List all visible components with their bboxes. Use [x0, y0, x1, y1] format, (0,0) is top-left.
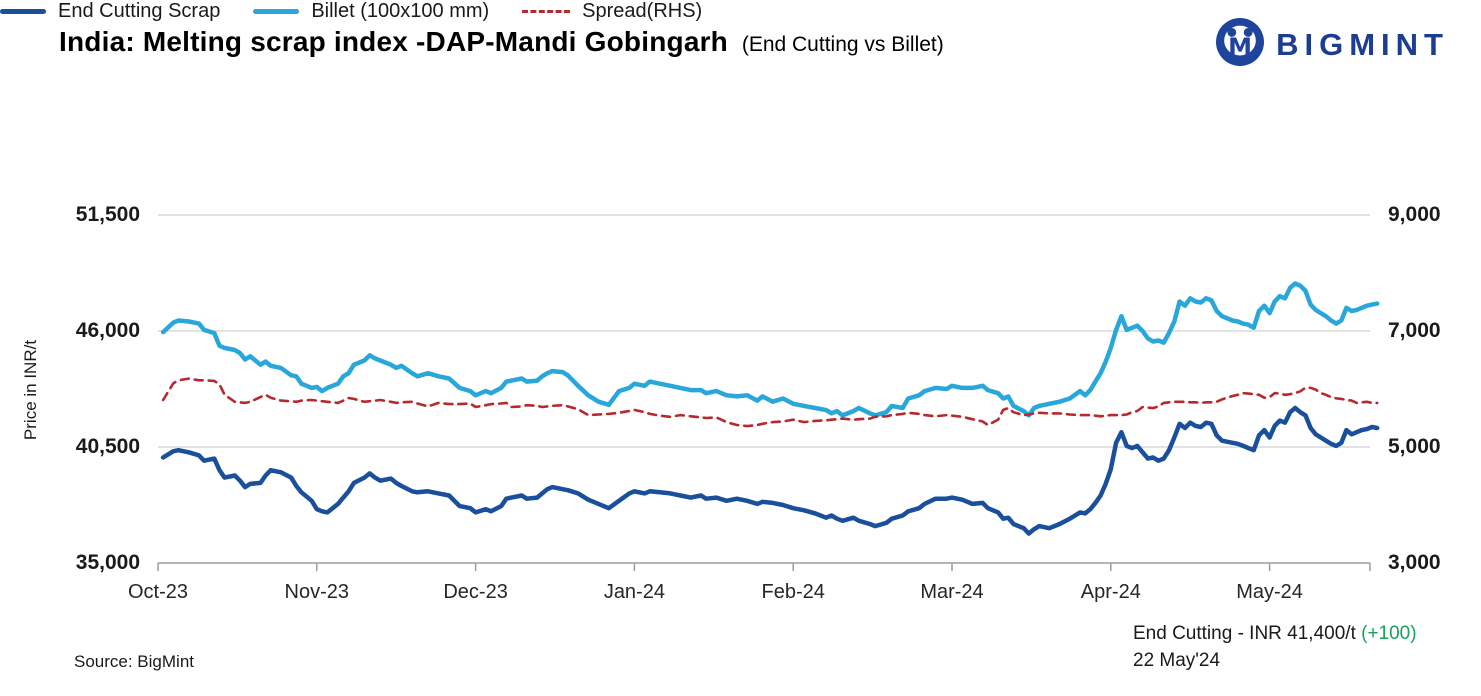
source-note: Source: BigMint: [74, 652, 194, 671]
latest-price-annotation: End Cutting - INR 41,400/t (+100) 22 May…: [1133, 620, 1417, 674]
legend-label: Billet (100x100 mm): [311, 0, 490, 22]
legend-label: End Cutting Scrap: [58, 0, 221, 22]
bigmint-logo-icon: M: [1216, 18, 1265, 71]
spread-rhs-line: [161, 377, 1379, 428]
billet-100x100-mm-line: [160, 281, 1380, 418]
end-cutting-line-swatch-icon: [0, 9, 46, 14]
bigmint-logo: M BIGMINT: [1216, 18, 1449, 71]
end-cutting-scrap-line: [160, 405, 1380, 536]
spread-dashed-swatch-icon: [522, 10, 571, 13]
annotation-change: (+100): [1361, 623, 1417, 644]
annotation-date: 22 May'24: [1133, 650, 1221, 671]
chart-legend: End Cutting Scrap Billet (100x100 mm) Sp…: [0, 0, 1481, 23]
svg-text:M: M: [1228, 33, 1252, 61]
legend-label: Spread(RHS): [582, 0, 703, 22]
page-title: India: Melting scrap index -DAP-Mandi Go…: [59, 26, 944, 57]
legend-item-spread: Spread(RHS): [522, 0, 702, 23]
legend-item-end-cutting-scrap: End Cutting Scrap: [0, 0, 220, 23]
annotation-price: End Cutting - INR 41,400/t: [1133, 623, 1362, 644]
chart-title: India: Melting scrap index -DAP-Mandi Go…: [59, 26, 728, 57]
bigmint-wordmark: BIGMINT: [1276, 26, 1449, 62]
legend-item-billet: Billet (100x100 mm): [253, 0, 489, 23]
billet-line-swatch-icon: [253, 9, 300, 14]
